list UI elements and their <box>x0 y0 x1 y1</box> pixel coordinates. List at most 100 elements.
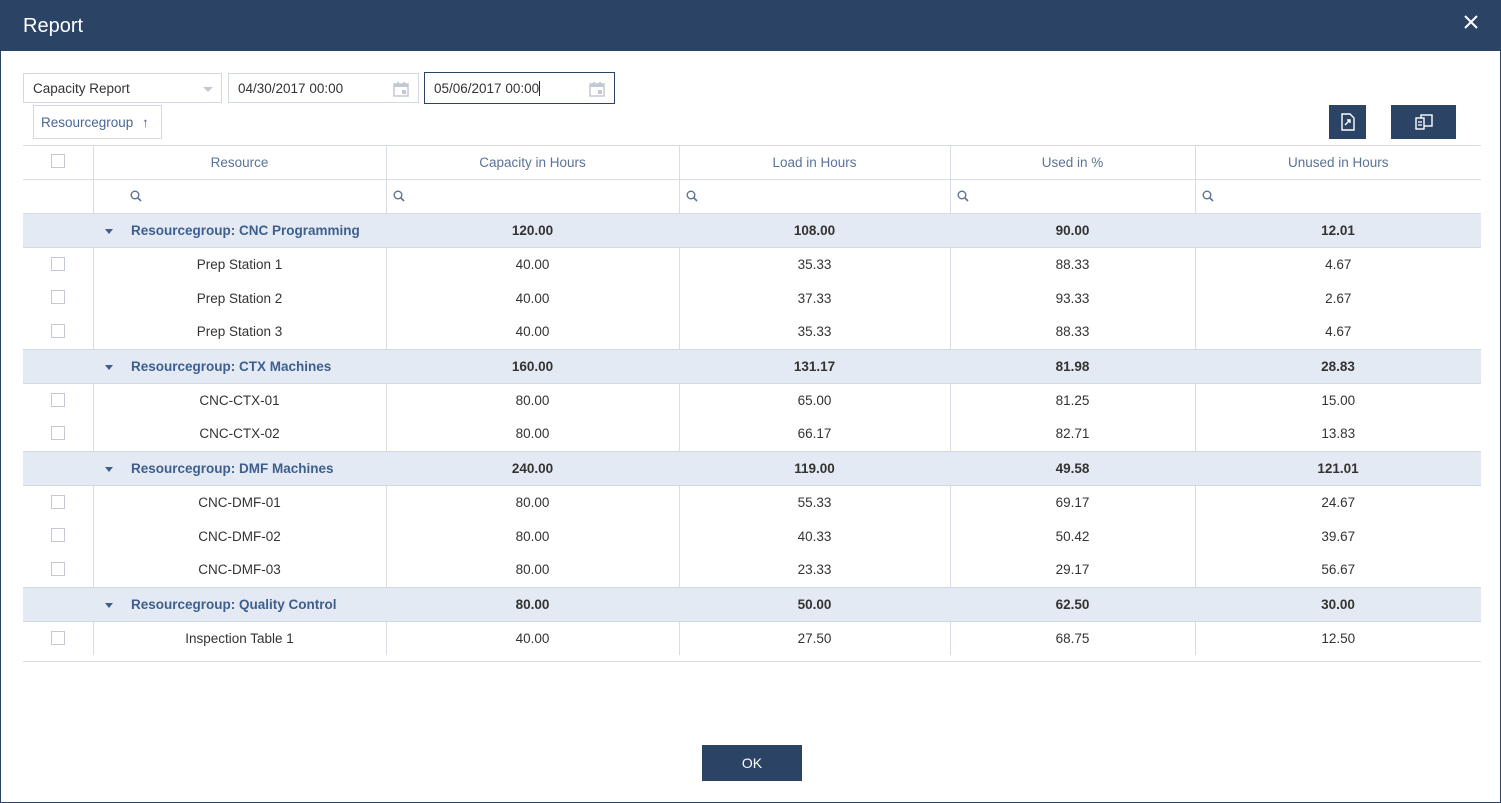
grid-bottom-border <box>23 661 1481 662</box>
group-by-chip[interactable]: Resourcegroup ↑ <box>33 105 162 139</box>
group-label: Resourcegroup: Quality Control <box>131 596 337 612</box>
row-checkbox[interactable] <box>51 392 65 407</box>
table-row[interactable]: CNC-CTX-02 80.00 66.17 82.71 13.83 <box>23 417 1481 451</box>
search-icon <box>393 190 405 202</box>
collapse-triangle-icon[interactable] <box>105 602 113 608</box>
cell-load: 27.50 <box>679 621 951 655</box>
filter-load[interactable] <box>679 179 951 214</box>
sort-ascending-icon[interactable]: ↑ <box>142 115 149 130</box>
table-row[interactable]: CNC-DMF-01 80.00 55.33 69.17 24.67 <box>23 485 1481 519</box>
group-label: Resourcegroup: DMF Machines <box>131 460 334 476</box>
calendar-icon[interactable] <box>393 81 409 100</box>
row-checkbox[interactable] <box>51 426 65 440</box>
group-label-cell[interactable]: Resourcegroup: CTX Machines <box>23 348 386 384</box>
cell-load: 35.33 <box>679 247 951 281</box>
table-row[interactable]: Prep Station 3 40.00 35.33 88.33 4.67 <box>23 315 1481 349</box>
group-label-cell[interactable]: Resourcegroup: DMF Machines <box>23 450 386 486</box>
group-row[interactable]: Resourcegroup: DMF Machines 240.00 119.00 4… <box>23 450 1481 486</box>
group-used-total: 62.50 <box>950 586 1195 622</box>
cell-used: 81.25 <box>950 383 1196 417</box>
row-checkbox[interactable] <box>51 256 65 271</box>
row-checkbox[interactable] <box>51 630 65 645</box>
table-row[interactable]: Inspection Table 1 40.00 27.50 68.75 12.50 <box>23 621 1481 655</box>
cell-used: 93.33 <box>950 281 1196 315</box>
group-row[interactable]: Resourcegroup: Quality Control 80.00 50.00… <box>23 586 1481 622</box>
group-label: Resourcegroup: CTX Machines <box>131 358 332 374</box>
collapse-triangle-icon[interactable] <box>105 364 113 370</box>
row-checkbox[interactable] <box>51 290 65 304</box>
column-chooser-button[interactable] <box>1391 105 1456 139</box>
cell-load: 35.33 <box>679 315 951 349</box>
export-button[interactable] <box>1329 105 1366 139</box>
cell-load: 23.33 <box>679 553 951 587</box>
collapse-triangle-icon[interactable] <box>105 466 113 472</box>
chevron-down-icon <box>203 87 213 92</box>
row-checkbox[interactable] <box>51 324 65 338</box>
cell-resource: CNC-DMF-02 <box>93 519 387 553</box>
table-row[interactable]: Prep Station 2 40.00 37.33 93.33 2.67 <box>23 281 1481 315</box>
date-to-field[interactable]: 05/06/2017 00:00 <box>424 72 615 104</box>
cell-load: 65.00 <box>679 383 951 417</box>
row-select-cell <box>23 485 94 519</box>
search-icon <box>686 190 698 202</box>
collapse-triangle-icon[interactable] <box>105 228 113 234</box>
filter-used[interactable] <box>950 179 1196 214</box>
cell-unused: 56.67 <box>1321 562 1356 578</box>
row-select-cell <box>23 383 94 417</box>
report-type-dropdown[interactable]: Capacity Report <box>23 73 222 103</box>
cell-used: 68.75 <box>950 621 1196 655</box>
group-used-total: 90.00 <box>950 212 1195 248</box>
group-used-total: 81.98 <box>950 348 1195 384</box>
column-header-load[interactable]: Load in Hours <box>679 146 951 180</box>
close-button[interactable] <box>1464 15 1482 33</box>
report-grid: Resource Capacity in Hours Load in Hours… <box>23 145 1481 662</box>
cell-capacity: 40.00 <box>386 315 680 349</box>
cell-capacity: 80.00 <box>386 553 680 587</box>
group-capacity-total: 240.00 <box>386 450 679 486</box>
column-header-unused[interactable]: Unused in Hours <box>1195 146 1481 180</box>
group-label-cell[interactable]: Resourcegroup: CNC Programming <box>23 212 386 248</box>
cell-used: 50.42 <box>950 519 1196 553</box>
group-row[interactable]: Resourcegroup: CNC Programming 120.00 108.… <box>23 212 1481 248</box>
filter-capacity[interactable] <box>386 179 680 214</box>
filter-unused[interactable] <box>1195 179 1481 214</box>
table-row[interactable]: CNC-DMF-03 80.00 23.33 29.17 56.67 <box>23 553 1481 587</box>
cell-capacity: 80.00 <box>386 519 680 553</box>
calendar-icon[interactable] <box>589 81 605 100</box>
row-checkbox[interactable] <box>51 528 65 542</box>
cell-capacity: 80.00 <box>386 383 680 417</box>
table-row[interactable]: CNC-CTX-01 80.00 65.00 81.25 15.00 <box>23 383 1481 417</box>
group-unused-total: 12.01 <box>1195 212 1481 248</box>
date-from-field[interactable]: 04/30/2017 00:00 <box>228 73 419 103</box>
row-select-cell <box>23 247 94 281</box>
cell-resource: Prep Station 2 <box>93 281 387 315</box>
search-icon <box>130 190 142 202</box>
column-header-capacity[interactable]: Capacity in Hours <box>386 146 680 180</box>
row-select-cell <box>23 315 94 349</box>
row-checkbox[interactable] <box>51 494 65 509</box>
cell-used: 88.33 <box>950 315 1196 349</box>
cell-unused: 4.67 <box>1325 256 1352 272</box>
cell-resource: CNC-CTX-02 <box>93 417 387 451</box>
group-capacity-total: 120.00 <box>386 212 679 248</box>
group-unused-total: 121.01 <box>1195 450 1481 486</box>
table-row[interactable]: Prep Station 1 40.00 35.33 88.33 4.67 <box>23 247 1481 281</box>
row-checkbox[interactable] <box>51 562 65 576</box>
cell-used: 88.33 <box>950 247 1196 281</box>
cell-load: 66.17 <box>679 417 951 451</box>
header-row: Resource Capacity in Hours Load in Hours… <box>23 146 1481 180</box>
column-header-resource[interactable]: Resource <box>93 146 387 180</box>
filter-resource[interactable] <box>93 179 387 214</box>
cell-capacity: 40.00 <box>386 621 680 655</box>
group-row[interactable]: Resourcegroup: CTX Machines 160.00 131.17 8… <box>23 348 1481 384</box>
cell-resource: Prep Station 3 <box>93 315 387 349</box>
column-header-used[interactable]: Used in % <box>950 146 1196 180</box>
cell-used: 69.17 <box>950 485 1196 519</box>
group-label: Resourcegroup: CNC Programming <box>131 222 360 238</box>
select-all-checkbox[interactable] <box>51 154 65 168</box>
search-icon <box>1202 190 1214 202</box>
group-load-total: 50.00 <box>679 586 950 622</box>
ok-button[interactable]: OK <box>702 745 802 781</box>
group-label-cell[interactable]: Resourcegroup: Quality Control <box>23 586 386 622</box>
table-row[interactable]: CNC-DMF-02 80.00 40.33 50.42 39.67 <box>23 519 1481 553</box>
